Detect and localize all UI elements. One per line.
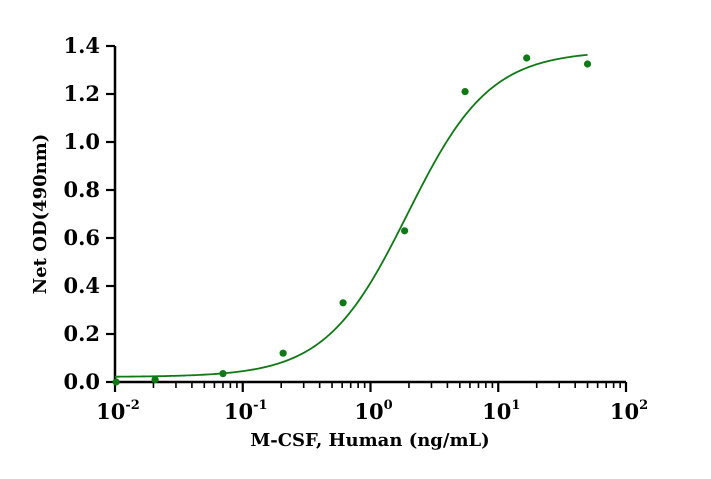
x-tick-label: 10-1 xyxy=(224,398,268,424)
axes xyxy=(113,46,626,384)
data-point xyxy=(279,349,287,357)
x-axis-title: M-CSF, Human (ng/mL) xyxy=(250,430,489,451)
data-point xyxy=(461,88,469,96)
data-point xyxy=(583,60,592,68)
x-tick-exponent: 1 xyxy=(511,398,520,413)
y-tick-label: 1.4 xyxy=(63,33,100,58)
x-tick-base: 10 xyxy=(354,399,383,424)
x-tick-exponent: 2 xyxy=(639,398,648,413)
x-tick-exponent: -2 xyxy=(125,398,139,413)
y-tick-label: 1.0 xyxy=(63,129,100,154)
x-tick-label: 101 xyxy=(482,398,520,424)
x-tick-base: 10 xyxy=(610,399,639,424)
y-tick-label: 0.0 xyxy=(63,369,100,394)
y-tick-label: 0.2 xyxy=(63,321,100,346)
y-tick-label: 0.4 xyxy=(63,273,100,298)
y-tick-label: 1.2 xyxy=(63,81,100,106)
data-point xyxy=(523,54,531,62)
x-tick-label: 10-2 xyxy=(96,398,140,424)
y-ticks: 0.0 0.2 0.4 0.6 0.8 1.0 1.2 1.4 xyxy=(63,33,115,394)
x-tick-label: 102 xyxy=(610,398,648,424)
y-tick-label: 0.6 xyxy=(63,225,100,250)
data-point xyxy=(339,299,347,307)
y-axis-title: Net OD(490nm) xyxy=(30,134,51,295)
x-ticks: 10-2 10-1 100 101 102 xyxy=(96,382,648,424)
x-tick-base: 10 xyxy=(96,399,125,424)
x-tick-exponent: -1 xyxy=(253,398,267,413)
x-tick-label: 100 xyxy=(354,398,392,424)
x-tick-base: 10 xyxy=(224,399,253,424)
x-tick-exponent: 0 xyxy=(384,398,393,413)
fit-curve xyxy=(114,53,588,378)
x-tick-base: 10 xyxy=(482,399,511,424)
data-point xyxy=(219,370,227,378)
y-tick-label: 0.8 xyxy=(63,177,100,202)
x-minor-ticks xyxy=(152,382,621,388)
data-points xyxy=(112,54,592,386)
data-point xyxy=(401,227,409,235)
data-point xyxy=(151,376,159,384)
data-point xyxy=(112,378,120,386)
